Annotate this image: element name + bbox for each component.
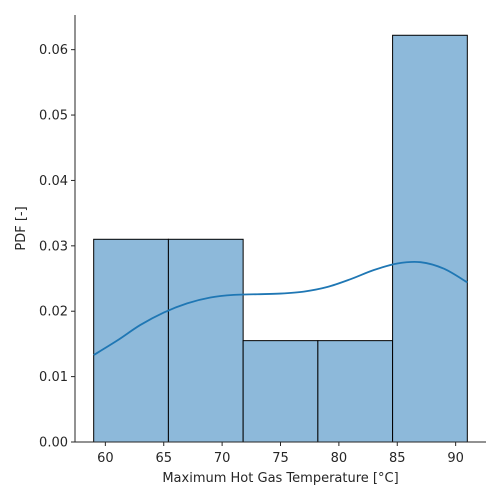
histogram-bar: [317, 340, 394, 443]
y-tick-label: 0.01: [39, 370, 68, 385]
x-tick-label: 70: [214, 451, 231, 466]
histogram-bar: [167, 238, 244, 443]
x-tick-label: 75: [272, 451, 289, 466]
kde-group: [93, 260, 468, 356]
kde-curve: [93, 260, 468, 356]
histogram-bar: [93, 238, 169, 443]
y-tick-label: 0.03: [39, 239, 68, 254]
x-axis-label: Maximum Hot Gas Temperature [°C]: [162, 471, 398, 486]
y-tick-label: 0.04: [39, 174, 68, 189]
x-tick-label: 90: [447, 451, 464, 466]
y-axis-label: PDF [-]: [14, 206, 29, 250]
y-tick-label: 0.05: [39, 109, 68, 124]
y-tick-label: 0.02: [39, 305, 68, 320]
y-ticks-group: 0.00 0.01 0.02 0.03 0.04 0.05 0.06: [39, 43, 75, 451]
bars-group: [93, 34, 468, 443]
x-tick-label: 60: [97, 451, 114, 466]
x-tick-label: 65: [155, 451, 172, 466]
x-tick-label: 85: [389, 451, 406, 466]
y-tick-label: 0.00: [39, 436, 68, 451]
x-ticks-group: 60 65 70 75 80 85 90: [97, 442, 464, 466]
x-tick-label: 80: [331, 451, 348, 466]
histogram-bar: [242, 340, 319, 443]
y-tick-label: 0.06: [39, 43, 68, 58]
histogram-bar: [392, 34, 468, 443]
